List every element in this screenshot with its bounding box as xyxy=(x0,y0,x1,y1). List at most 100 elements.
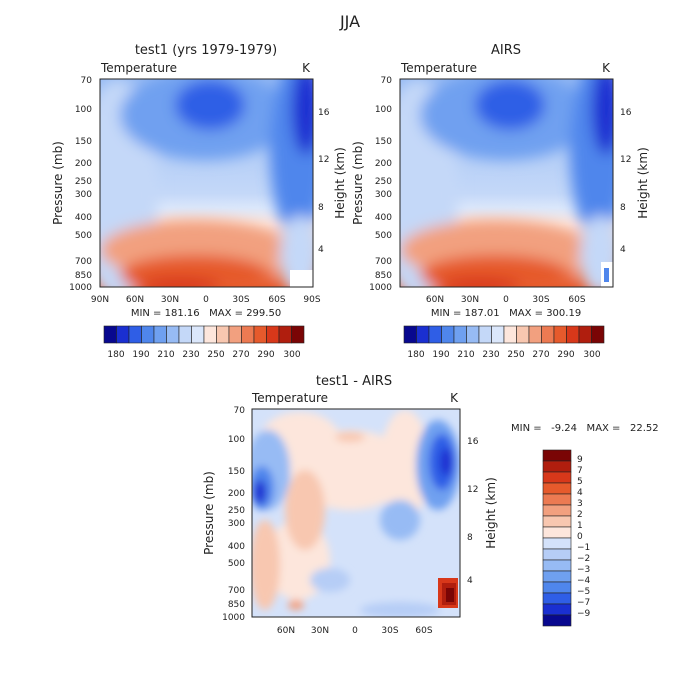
colorbar-label: −4 xyxy=(577,576,591,586)
panel-difference: test1 - AIRS Temperature K xyxy=(202,374,659,636)
colorbar-swatch xyxy=(453,325,467,344)
colorbar xyxy=(403,325,605,344)
colorbar-swatch xyxy=(553,325,567,344)
colorbar-swatch xyxy=(542,592,572,605)
colorbar-swatch xyxy=(542,614,572,627)
colorbar-swatch xyxy=(103,325,117,344)
colorbar-label: 190 xyxy=(432,350,449,360)
y-ticks-left: 70 100 150 200 250 300 400 500 700 850 1… xyxy=(222,406,245,623)
tick-label: 400 xyxy=(228,542,245,552)
colorbar-label: 7 xyxy=(577,466,583,476)
colorbar-swatch xyxy=(542,526,572,539)
tick-label: 16 xyxy=(467,437,479,447)
colorbar-swatch xyxy=(466,325,480,344)
colorbar-label: −9 xyxy=(577,609,591,619)
colorbar xyxy=(103,325,305,344)
tick-label: 100 xyxy=(228,435,245,445)
colorbar-labels: 180 190 210 230 250 270 290 300 xyxy=(407,350,600,360)
tick-label: 12 xyxy=(318,155,329,165)
tick-label: 0 xyxy=(352,626,358,636)
contour-field xyxy=(252,409,460,617)
tick-label: 850 xyxy=(375,271,392,281)
chart-title: AIRS xyxy=(491,43,521,58)
x-ticks: 60N 30N 0 30S 60S xyxy=(426,295,586,305)
subtitle-left: Temperature xyxy=(400,61,477,75)
colorbar-label: 180 xyxy=(107,350,124,360)
colorbar-swatch xyxy=(542,548,572,561)
y-axis-label-right: Height (km) xyxy=(333,147,347,218)
colorbar-swatch xyxy=(403,325,417,344)
y-ticks-right: 16 12 8 4 xyxy=(620,108,632,255)
colorbar-swatch xyxy=(478,325,492,344)
colorbar-label: 9 xyxy=(577,455,583,465)
tick-label: 12 xyxy=(467,485,478,495)
y-axis-label-right: Height (km) xyxy=(636,147,650,218)
colorbar-label: −1 xyxy=(577,543,590,553)
tick-label: 30S xyxy=(232,295,249,305)
tick-label: 4 xyxy=(467,576,473,586)
x-ticks: 60N 30N 0 30S 60S xyxy=(277,626,433,636)
tick-label: 500 xyxy=(75,231,92,241)
colorbar-swatch xyxy=(541,325,555,344)
tick-label: 16 xyxy=(620,108,632,118)
colorbar-label: 3 xyxy=(577,499,583,509)
colorbar-swatch xyxy=(542,493,572,506)
y-axis-label: Pressure (mb) xyxy=(51,141,65,225)
tick-label: 300 xyxy=(375,190,392,200)
tick-label: 100 xyxy=(75,105,92,115)
page-title: JJA xyxy=(339,12,360,31)
y-ticks-right: 16 12 8 4 xyxy=(467,437,479,586)
colorbar-swatch xyxy=(166,325,180,344)
colorbar-swatch xyxy=(116,325,130,344)
x-ticks: 90N 60N 30N 0 30S 60S 90S xyxy=(91,295,321,305)
colorbar-swatch xyxy=(591,325,605,344)
tick-label: 4 xyxy=(620,245,626,255)
chart-title: test1 (yrs 1979-1979) xyxy=(135,43,277,58)
tick-label: 60S xyxy=(268,295,285,305)
tick-label: 30S xyxy=(532,295,549,305)
tick-label: 30N xyxy=(161,295,179,305)
colorbar-label: 300 xyxy=(283,350,300,360)
contour-field xyxy=(100,79,313,287)
colorbar-swatch xyxy=(241,325,255,344)
min-max-text: MIN = -9.24 MAX = 22.52 xyxy=(511,423,659,434)
colorbar-label: −7 xyxy=(577,598,590,608)
colorbar-swatch xyxy=(542,537,572,550)
tick-label: 4 xyxy=(318,245,324,255)
min-max-text: MIN = 181.16 MAX = 299.50 xyxy=(131,308,281,319)
colorbar-swatch xyxy=(428,325,442,344)
colorbar-label: 180 xyxy=(407,350,424,360)
colorbar-label: 210 xyxy=(457,350,474,360)
colorbar-swatch xyxy=(128,325,142,344)
colorbar-labels: 9 7 5 4 3 2 1 0 −1 −2 −3 −4 −5 −7 −9 xyxy=(577,455,591,619)
tick-label: 60S xyxy=(415,626,432,636)
colorbar-swatch xyxy=(178,325,192,344)
y-ticks-left: 70 100 150 200 250 300 400 500 700 850 1… xyxy=(69,76,92,293)
tick-label: 8 xyxy=(467,533,473,543)
colorbar-label: 0 xyxy=(577,532,583,542)
tick-label: 30N xyxy=(311,626,329,636)
panel-test1: test1 (yrs 1979-1979) Temperature K 70 1… xyxy=(51,43,347,360)
tick-label: 850 xyxy=(75,271,92,281)
colorbar-label: 4 xyxy=(577,488,583,498)
colorbar-swatch xyxy=(278,325,292,344)
tick-label: 16 xyxy=(318,108,330,118)
colorbar-swatch xyxy=(542,603,572,616)
colorbar-swatch xyxy=(416,325,430,344)
tick-label: 700 xyxy=(375,257,392,267)
colorbar-swatch xyxy=(542,581,572,594)
colorbar-label: 300 xyxy=(583,350,600,360)
colorbar-label: 2 xyxy=(577,510,583,520)
tick-label: 150 xyxy=(75,137,92,147)
colorbar-swatch xyxy=(266,325,280,344)
tick-label: 60N xyxy=(426,295,444,305)
panel-airs: AIRS Temperature K 70 100 150 xyxy=(351,43,650,360)
tick-label: 0 xyxy=(503,295,509,305)
colorbar-label: 230 xyxy=(482,350,499,360)
colorbar-label: 250 xyxy=(507,350,524,360)
tick-label: 400 xyxy=(375,213,392,223)
y-axis-label: Pressure (mb) xyxy=(351,141,365,225)
tick-label: 30S xyxy=(381,626,398,636)
tick-label: 8 xyxy=(620,203,626,213)
y-axis-label: Pressure (mb) xyxy=(202,471,216,555)
